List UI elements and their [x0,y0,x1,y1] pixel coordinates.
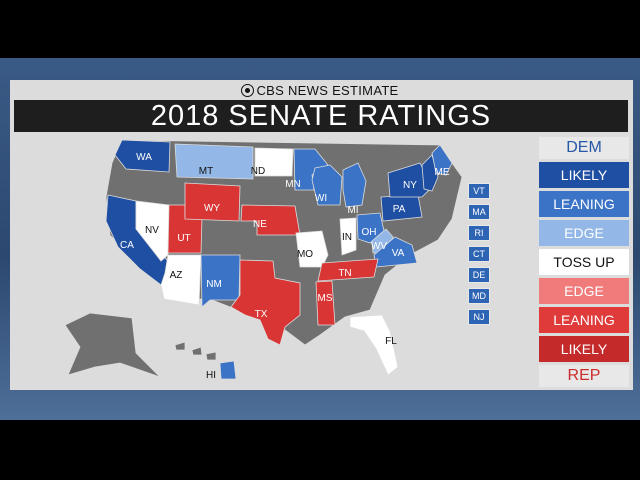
state-mo [295,230,329,268]
state-label-wy: WY [204,203,220,214]
cbs-eye-logo-icon [241,84,255,97]
state-ms [315,280,336,326]
state-label-ut: UT [177,233,190,244]
state-nv [135,200,170,262]
hawaii-island-kauai [174,341,186,351]
legend-dem-edge: EDGE [539,220,629,246]
state-label-mn: MN [285,179,301,190]
state-label-pa: PA [393,204,406,215]
legend-rep-label: REP [539,365,629,387]
state-mt [174,143,254,180]
state-label-oh: OH [362,227,377,238]
state-label-az: AZ [170,270,183,281]
legend-rep-edge: EDGE [539,278,629,304]
state-chip-de: DE [468,267,490,283]
state-fl [349,314,399,376]
state-label-mi: MI [347,205,358,216]
state-mi [342,162,367,208]
state-label-va: VA [392,248,405,259]
state-label-wv: WV [371,241,387,252]
state-label-ca: CA [120,240,134,251]
state-label-fl: FL [385,336,397,347]
page-title: 2018 SENATE RATINGS [14,100,628,132]
state-chip-ri: RI [468,225,490,241]
state-wi [311,164,343,206]
state-label-hi: HI [206,370,216,381]
hawaii-island-maui [205,351,217,361]
state-chip-ma: MA [468,204,490,220]
hawaii-island-oahu [191,346,203,356]
state-chip-md: MD [468,288,490,304]
state-wa [114,139,171,173]
state-mn [293,148,329,191]
legend-toss-up: TOSS UP [539,249,629,275]
state-label-mt: MT [199,166,213,177]
state-label-tn: TN [338,268,351,279]
state-label-mo: MO [297,249,313,260]
state-in [339,217,357,256]
state-ne [240,204,301,236]
state-label-in: IN [342,232,352,243]
legend-dem-leaning: LEANING [539,191,629,217]
state-chip-vt: VT [468,183,490,199]
state-label-wi: WI [315,193,327,204]
state-label-tx: TX [255,309,268,320]
state-label-wa: WA [136,152,152,163]
state-chip-ct: CT [468,246,490,262]
broadcaster-header: CBS NEWS ESTIMATE [0,83,640,98]
state-label-nv: NV [145,225,159,236]
state-label-nd: ND [251,166,265,177]
broadcaster-label: CBS NEWS ESTIMATE [256,83,399,98]
alaska-shape [64,312,161,378]
legend-dem-likely: LIKELY [539,162,629,188]
state-label-ne: NE [253,219,267,230]
state-ny [387,162,433,198]
legend-dem-label: DEM [539,137,629,159]
legend-rep-leaning: LEANING [539,307,629,333]
state-me [431,144,453,176]
state-label-ny: NY [403,180,417,191]
state-wy [184,182,241,222]
state-tn [317,258,379,282]
state-nm [200,254,241,308]
state-label-me: ME [435,167,450,178]
state-chip-nj: NJ [468,309,490,325]
state-label-ms: MS [318,293,333,304]
state-tx [230,259,301,346]
us-senate-map: WA CA NV AZ UT MT WY ND NE NM TX MN WI M… [64,139,463,381]
legend-rep-likely: LIKELY [539,336,629,362]
state-nd [254,147,294,177]
state-label-nm: NM [206,279,222,290]
hawaii-island-big [219,360,237,380]
